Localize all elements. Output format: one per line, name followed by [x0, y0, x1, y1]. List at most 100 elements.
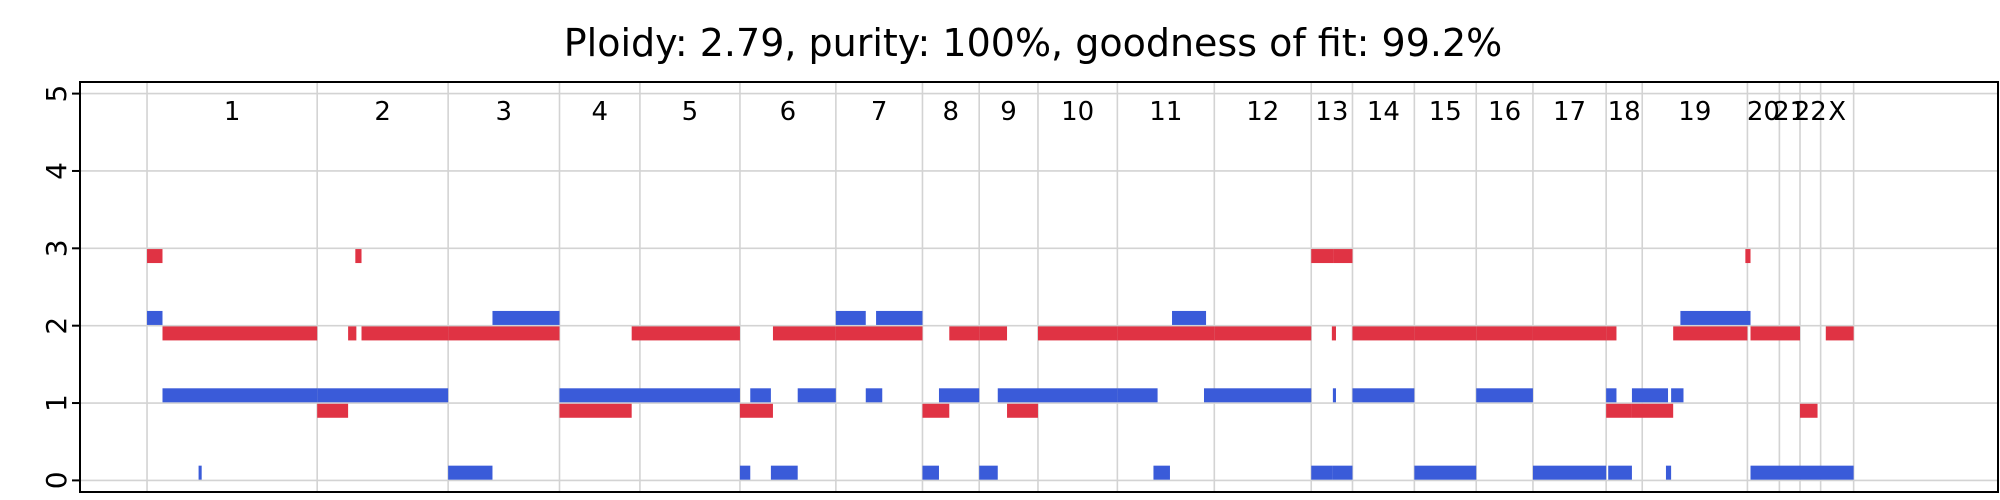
segment-bar — [997, 388, 1118, 403]
segment-bar — [938, 388, 980, 403]
segment-bar — [1680, 310, 1751, 325]
segment-bar — [317, 388, 449, 403]
chromosome-label-X: X — [1828, 97, 1846, 127]
segment-bar — [1606, 388, 1617, 403]
chromosome-label-14: 14 — [1367, 97, 1400, 127]
segment-bar — [750, 388, 771, 403]
y-tick-label-2: 2 — [40, 317, 73, 335]
chromosome-label-7: 7 — [871, 97, 888, 127]
segment-bar — [355, 249, 362, 264]
segment-bar — [1333, 249, 1353, 264]
segment-bar — [1332, 388, 1336, 403]
chromosome-label-11: 11 — [1149, 97, 1182, 127]
segment-bar — [162, 388, 318, 403]
segment-bar — [1214, 326, 1312, 341]
chromosome-label-2: 2 — [374, 97, 391, 127]
segment-bar — [348, 326, 357, 341]
chromosome-label-4: 4 — [591, 97, 608, 127]
chromosome-label-17: 17 — [1553, 97, 1586, 127]
segment-bar — [772, 326, 836, 341]
segment-bar — [1673, 326, 1748, 341]
chromosome-label-12: 12 — [1246, 97, 1279, 127]
segment-bar — [317, 403, 349, 418]
segment-bar — [1172, 310, 1207, 325]
grid-layer — [80, 82, 1998, 492]
chromosome-label-20: 20 — [1747, 97, 1780, 127]
segment-bar — [1414, 326, 1477, 341]
segment-bar — [1671, 388, 1684, 403]
segment-bar — [147, 249, 163, 264]
segment-bar — [631, 326, 740, 341]
segment-bar — [1606, 403, 1632, 418]
segment-bar — [1476, 326, 1533, 341]
chromosome-label-18: 18 — [1608, 97, 1641, 127]
y-axis: 0 1 2 3 4 5 — [40, 85, 80, 489]
segment-bar — [1532, 465, 1607, 480]
segment-bar — [1800, 403, 1818, 418]
segment-bar — [1117, 388, 1158, 403]
segment-bar — [739, 403, 773, 418]
segment-bar — [1825, 326, 1854, 341]
segment-bar — [739, 465, 751, 480]
chromosome-label-6: 6 — [780, 97, 797, 127]
segment-bar — [1117, 326, 1215, 341]
chromosome-label-3: 3 — [496, 97, 513, 127]
chromosome-label-5: 5 — [682, 97, 699, 127]
segment-bar — [1311, 249, 1334, 264]
segment-bar — [865, 388, 883, 403]
segment-bar — [922, 403, 950, 418]
chromosome-label-9: 9 — [1000, 97, 1017, 127]
segment-bar — [1037, 326, 1118, 341]
chromosome-label-10: 10 — [1061, 97, 1094, 127]
segment-bar — [147, 310, 163, 325]
segment-bar — [835, 326, 923, 341]
segment-bar — [979, 326, 1008, 341]
segment-bar — [1665, 465, 1672, 480]
y-tick-label-3: 3 — [40, 239, 73, 257]
segment-bar — [979, 465, 998, 480]
segment-bar — [1476, 388, 1533, 403]
segment-bar — [1331, 326, 1336, 341]
segment-bar — [448, 465, 493, 480]
y-tick-label-5: 5 — [40, 85, 73, 103]
chromosome-label-16: 16 — [1488, 97, 1521, 127]
segment-bar — [949, 326, 980, 341]
y-tick-label-0: 0 — [40, 471, 73, 489]
segment-bar — [1352, 326, 1415, 341]
segment-bar — [1352, 388, 1415, 403]
segment-bar — [1631, 403, 1674, 418]
plot-frame — [79, 81, 1999, 493]
segment-bar — [922, 465, 939, 480]
segment-bar — [559, 388, 740, 403]
segment-bar — [1414, 465, 1477, 480]
segment-bar — [1750, 465, 1854, 480]
segment-bar — [770, 465, 798, 480]
segment-bar — [1631, 388, 1669, 403]
chromosome-label-21: 21 — [1773, 97, 1806, 127]
segment-bar — [835, 310, 866, 325]
y-tick-label-4: 4 — [40, 162, 73, 180]
chromosome-label-8: 8 — [943, 97, 960, 127]
segment-bar — [1750, 326, 1801, 341]
chart-title: Ploidy: 2.79, purity: 100%, goodness of … — [564, 21, 1502, 65]
segment-layer — [147, 249, 1854, 480]
segment-bar — [1332, 465, 1353, 480]
chromosome-label-22: 22 — [1794, 97, 1827, 127]
chromosome-label-15: 15 — [1429, 97, 1462, 127]
chromosome-label-19: 19 — [1678, 97, 1711, 127]
segment-bar — [797, 388, 836, 403]
segment-bar — [1311, 465, 1333, 480]
segment-bar — [1153, 465, 1170, 480]
segment-bar — [1532, 326, 1607, 341]
segment-bar — [162, 326, 318, 341]
segment-bar — [492, 310, 560, 325]
segment-bar — [559, 403, 632, 418]
chromosome-label-1: 1 — [224, 97, 241, 127]
segment-bar — [1608, 465, 1632, 480]
segment-bar — [1007, 403, 1038, 418]
y-tick-label-1: 1 — [40, 394, 73, 412]
segment-bar — [448, 326, 560, 341]
